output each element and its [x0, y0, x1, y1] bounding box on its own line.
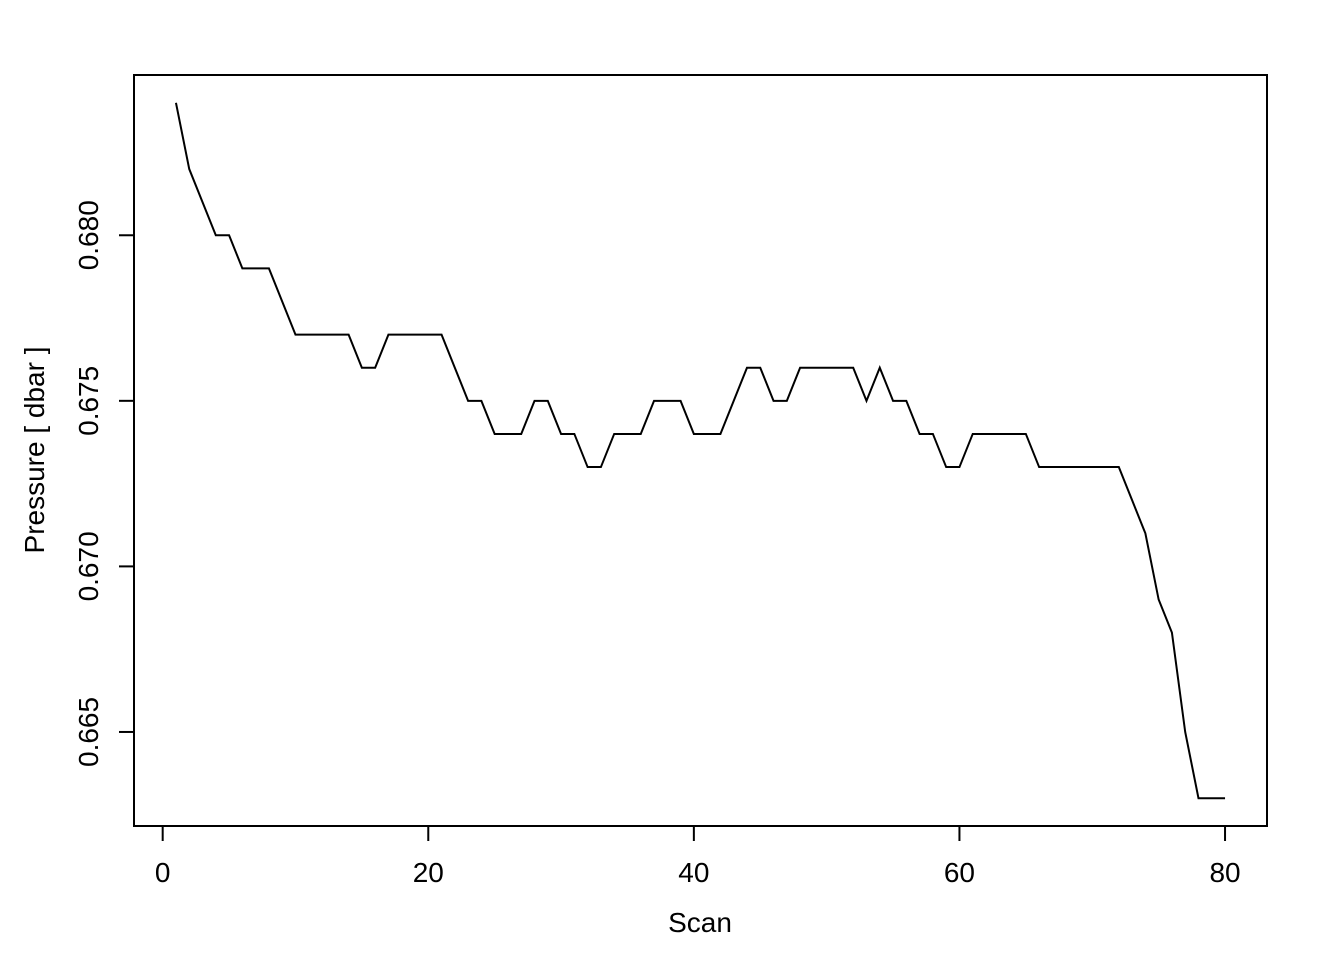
- x-tick-label: 40: [678, 857, 709, 888]
- x-tick-label: 0: [155, 857, 171, 888]
- x-axis-title: Scan: [668, 907, 732, 938]
- x-tick-label: 20: [413, 857, 444, 888]
- plot-frame: [133, 74, 1268, 827]
- data-line: [174, 102, 1226, 800]
- y-tick-label: 0.665: [73, 697, 104, 767]
- y-tick-label: 0.675: [73, 366, 104, 436]
- x-tick-label: 80: [1209, 857, 1240, 888]
- x-tick-label: 60: [944, 857, 975, 888]
- y-axis-title: Pressure [ dbar ]: [19, 347, 50, 554]
- y-tick-label: 0.670: [73, 531, 104, 601]
- y-tick-label: 0.680: [73, 200, 104, 270]
